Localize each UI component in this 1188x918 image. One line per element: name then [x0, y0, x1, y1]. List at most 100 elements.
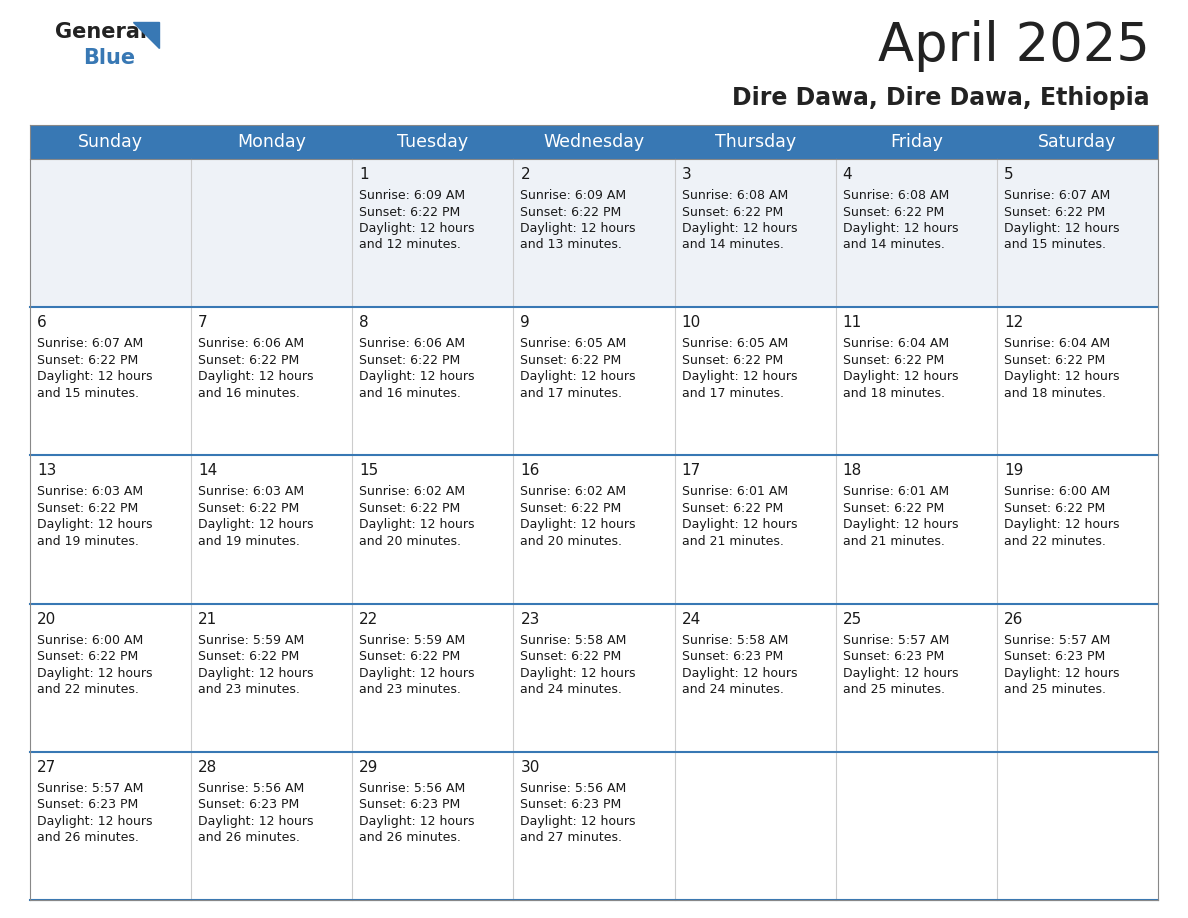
Text: Daylight: 12 hours: Daylight: 12 hours: [37, 815, 152, 828]
Text: Sunset: 6:22 PM: Sunset: 6:22 PM: [359, 206, 461, 218]
Text: Sunrise: 6:00 AM: Sunrise: 6:00 AM: [1004, 486, 1110, 498]
Text: Sunset: 6:23 PM: Sunset: 6:23 PM: [359, 799, 461, 812]
Text: Sunset: 6:22 PM: Sunset: 6:22 PM: [359, 650, 461, 663]
Text: 26: 26: [1004, 611, 1023, 627]
Text: 10: 10: [682, 315, 701, 330]
Text: Sunset: 6:22 PM: Sunset: 6:22 PM: [1004, 502, 1105, 515]
Text: Daylight: 12 hours: Daylight: 12 hours: [198, 815, 314, 828]
Text: and 15 minutes.: and 15 minutes.: [37, 386, 139, 399]
Text: Daylight: 12 hours: Daylight: 12 hours: [198, 666, 314, 679]
Text: Daylight: 12 hours: Daylight: 12 hours: [842, 222, 959, 235]
Text: and 26 minutes.: and 26 minutes.: [198, 832, 301, 845]
Text: Tuesday: Tuesday: [397, 133, 468, 151]
Text: Sunrise: 5:57 AM: Sunrise: 5:57 AM: [842, 633, 949, 646]
Text: Sunrise: 5:57 AM: Sunrise: 5:57 AM: [1004, 633, 1111, 646]
Text: and 15 minutes.: and 15 minutes.: [1004, 239, 1106, 252]
Text: 29: 29: [359, 760, 379, 775]
Text: 15: 15: [359, 464, 379, 478]
Text: Sunset: 6:23 PM: Sunset: 6:23 PM: [37, 799, 138, 812]
Text: 2: 2: [520, 167, 530, 182]
Text: Sunset: 6:23 PM: Sunset: 6:23 PM: [842, 650, 944, 663]
Polygon shape: [133, 22, 159, 48]
Text: Sunrise: 6:01 AM: Sunrise: 6:01 AM: [842, 486, 949, 498]
Text: and 22 minutes.: and 22 minutes.: [1004, 535, 1106, 548]
Text: 6: 6: [37, 315, 46, 330]
Text: Sunrise: 6:08 AM: Sunrise: 6:08 AM: [682, 189, 788, 202]
Text: Sunset: 6:22 PM: Sunset: 6:22 PM: [682, 206, 783, 218]
Text: Sunrise: 5:59 AM: Sunrise: 5:59 AM: [359, 633, 466, 646]
Text: Wednesday: Wednesday: [543, 133, 645, 151]
Text: and 20 minutes.: and 20 minutes.: [359, 535, 461, 548]
Text: Daylight: 12 hours: Daylight: 12 hours: [520, 666, 636, 679]
Text: Sunset: 6:22 PM: Sunset: 6:22 PM: [198, 650, 299, 663]
Bar: [30, 604, 1158, 752]
Text: 12: 12: [1004, 315, 1023, 330]
Text: Sunset: 6:23 PM: Sunset: 6:23 PM: [682, 650, 783, 663]
Text: and 14 minutes.: and 14 minutes.: [842, 239, 944, 252]
Text: and 16 minutes.: and 16 minutes.: [359, 386, 461, 399]
Text: 1: 1: [359, 167, 369, 182]
Text: and 25 minutes.: and 25 minutes.: [1004, 683, 1106, 696]
Text: Sunrise: 5:59 AM: Sunrise: 5:59 AM: [198, 633, 304, 646]
Text: 22: 22: [359, 611, 379, 627]
Text: Sunset: 6:22 PM: Sunset: 6:22 PM: [198, 502, 299, 515]
Text: Sunrise: 6:04 AM: Sunrise: 6:04 AM: [1004, 337, 1110, 350]
Text: 24: 24: [682, 611, 701, 627]
Text: Sunset: 6:22 PM: Sunset: 6:22 PM: [37, 502, 138, 515]
Text: Sunrise: 6:05 AM: Sunrise: 6:05 AM: [682, 337, 788, 350]
Text: Sunrise: 6:08 AM: Sunrise: 6:08 AM: [842, 189, 949, 202]
Text: Daylight: 12 hours: Daylight: 12 hours: [520, 519, 636, 532]
Text: Sunset: 6:22 PM: Sunset: 6:22 PM: [37, 353, 138, 366]
Text: Sunrise: 6:04 AM: Sunrise: 6:04 AM: [842, 337, 949, 350]
Text: Sunset: 6:22 PM: Sunset: 6:22 PM: [520, 650, 621, 663]
Text: and 18 minutes.: and 18 minutes.: [1004, 386, 1106, 399]
Text: 4: 4: [842, 167, 852, 182]
Text: 27: 27: [37, 760, 56, 775]
Text: and 20 minutes.: and 20 minutes.: [520, 535, 623, 548]
Text: and 24 minutes.: and 24 minutes.: [682, 683, 783, 696]
Text: and 19 minutes.: and 19 minutes.: [198, 535, 301, 548]
Text: Daylight: 12 hours: Daylight: 12 hours: [682, 222, 797, 235]
Text: 7: 7: [198, 315, 208, 330]
Text: Sunset: 6:22 PM: Sunset: 6:22 PM: [842, 206, 944, 218]
Text: and 12 minutes.: and 12 minutes.: [359, 239, 461, 252]
Text: Sunrise: 6:05 AM: Sunrise: 6:05 AM: [520, 337, 627, 350]
Text: and 13 minutes.: and 13 minutes.: [520, 239, 623, 252]
Text: Sunset: 6:22 PM: Sunset: 6:22 PM: [1004, 353, 1105, 366]
Text: 23: 23: [520, 611, 539, 627]
Text: Sunset: 6:22 PM: Sunset: 6:22 PM: [842, 353, 944, 366]
Text: Sunrise: 5:58 AM: Sunrise: 5:58 AM: [520, 633, 627, 646]
Text: Daylight: 12 hours: Daylight: 12 hours: [520, 815, 636, 828]
Text: Sunrise: 6:06 AM: Sunrise: 6:06 AM: [359, 337, 466, 350]
Text: 19: 19: [1004, 464, 1023, 478]
Text: and 14 minutes.: and 14 minutes.: [682, 239, 783, 252]
Text: and 16 minutes.: and 16 minutes.: [198, 386, 301, 399]
Text: Sunrise: 6:07 AM: Sunrise: 6:07 AM: [37, 337, 144, 350]
Text: 11: 11: [842, 315, 862, 330]
Text: Daylight: 12 hours: Daylight: 12 hours: [1004, 370, 1119, 383]
Text: April 2025: April 2025: [878, 20, 1150, 72]
Text: Monday: Monday: [238, 133, 307, 151]
Text: Daylight: 12 hours: Daylight: 12 hours: [1004, 666, 1119, 679]
Text: Sunrise: 5:57 AM: Sunrise: 5:57 AM: [37, 782, 144, 795]
Text: Daylight: 12 hours: Daylight: 12 hours: [198, 370, 314, 383]
Text: Sunset: 6:22 PM: Sunset: 6:22 PM: [842, 502, 944, 515]
Text: and 19 minutes.: and 19 minutes.: [37, 535, 139, 548]
Text: and 24 minutes.: and 24 minutes.: [520, 683, 623, 696]
Text: Sunset: 6:22 PM: Sunset: 6:22 PM: [198, 353, 299, 366]
Text: Daylight: 12 hours: Daylight: 12 hours: [198, 519, 314, 532]
Text: Sunset: 6:22 PM: Sunset: 6:22 PM: [520, 206, 621, 218]
Text: Sunrise: 5:56 AM: Sunrise: 5:56 AM: [198, 782, 304, 795]
Bar: [30, 752, 1158, 900]
Text: Sunrise: 5:56 AM: Sunrise: 5:56 AM: [520, 782, 627, 795]
Text: Sunset: 6:22 PM: Sunset: 6:22 PM: [520, 502, 621, 515]
Text: Sunset: 6:23 PM: Sunset: 6:23 PM: [1004, 650, 1105, 663]
Text: Daylight: 12 hours: Daylight: 12 hours: [359, 815, 475, 828]
Text: Daylight: 12 hours: Daylight: 12 hours: [1004, 222, 1119, 235]
Text: and 22 minutes.: and 22 minutes.: [37, 683, 139, 696]
Text: Blue: Blue: [83, 48, 135, 68]
Text: 28: 28: [198, 760, 217, 775]
Text: 30: 30: [520, 760, 539, 775]
Text: and 27 minutes.: and 27 minutes.: [520, 832, 623, 845]
Text: 20: 20: [37, 611, 56, 627]
